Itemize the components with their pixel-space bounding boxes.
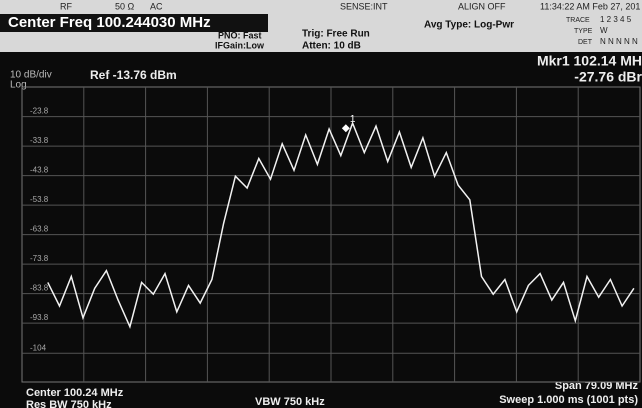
y-tick-label: -104 xyxy=(30,343,47,352)
trace-nums: 1 2 3 4 5 xyxy=(600,15,632,24)
marker-freq: Mkr1 102.14 MH xyxy=(537,53,642,69)
ifgain: IFGain:Low xyxy=(215,40,265,50)
y-tick-label: -83.8 xyxy=(30,284,49,293)
y-tick-label: -53.8 xyxy=(30,195,49,204)
y-tick-label: -23.8 xyxy=(30,107,49,116)
ref-level: Ref -13.76 dBm xyxy=(90,68,177,82)
pno: PNO: Fast xyxy=(218,30,262,40)
marker-label: 1 xyxy=(350,114,356,125)
type-label: TYPE xyxy=(574,28,593,35)
det-value: N N N N N xyxy=(600,37,638,46)
y-tick-label: -63.8 xyxy=(30,225,49,234)
det-label: DET xyxy=(578,39,593,46)
time: 11:34:22 AM Feb 27, 201 xyxy=(540,1,640,11)
align: ALIGN OFF xyxy=(458,1,506,11)
marker-level: -27.76 dBr xyxy=(574,69,642,85)
y-tick-label: -33.8 xyxy=(30,136,49,145)
vbw: VBW 750 kHz xyxy=(255,396,325,408)
type-value: W xyxy=(600,26,608,35)
center-freq: Center Freq 100.244030 MHz xyxy=(8,14,211,31)
coupling: AC xyxy=(150,1,163,11)
impedance: 50 Ω xyxy=(115,1,135,11)
trig: Trig: Free Run xyxy=(302,29,370,40)
atten: Atten: 10 dB xyxy=(302,41,361,52)
analyzer-screen: RF 50 Ω AC SENSE:INT ALIGN OFF 11:34:22 … xyxy=(0,0,642,408)
sense: SENSE:INT xyxy=(340,1,388,11)
y-tick-label: -43.8 xyxy=(30,166,49,175)
center: Center 100.24 MHz xyxy=(26,387,124,399)
y-tick-label: -93.8 xyxy=(30,313,49,322)
sweep: Sweep 1.000 ms (1001 pts) xyxy=(499,394,638,406)
trace-label: TRACE xyxy=(566,17,590,24)
avg-type: Avg Type: Log-Pwr xyxy=(424,20,514,31)
res-bw: Res BW 750 kHz xyxy=(26,399,112,408)
scale-type: Log xyxy=(10,80,27,91)
y-tick-label: -73.8 xyxy=(30,254,49,263)
rf: RF xyxy=(60,1,72,11)
